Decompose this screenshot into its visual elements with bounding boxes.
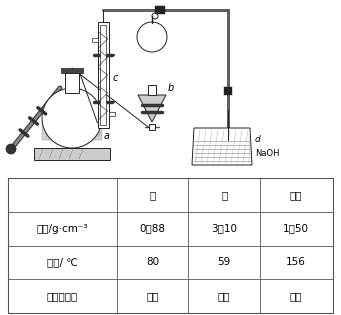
Bar: [155, 6, 165, 14]
Bar: [108, 112, 115, 116]
Polygon shape: [42, 121, 102, 148]
Text: c: c: [113, 73, 118, 83]
Circle shape: [6, 144, 16, 154]
Polygon shape: [138, 95, 166, 122]
Bar: [91, 38, 98, 42]
Text: d: d: [255, 135, 261, 144]
Text: 156: 156: [286, 257, 306, 267]
Text: 渴: 渴: [221, 190, 227, 200]
Text: 水中溶解度: 水中溶解度: [47, 291, 78, 301]
Text: 0．88: 0．88: [139, 224, 166, 234]
Bar: [149, 124, 155, 130]
Polygon shape: [192, 128, 252, 165]
Bar: [98, 22, 108, 128]
Bar: [61, 68, 83, 73]
Bar: [224, 87, 232, 95]
Bar: [34, 148, 110, 160]
Circle shape: [137, 22, 167, 52]
Text: 3．10: 3．10: [211, 224, 237, 234]
Text: 渴苯: 渴苯: [290, 190, 302, 200]
Text: 1．50: 1．50: [283, 224, 309, 234]
Text: 80: 80: [146, 257, 159, 267]
Bar: [100, 25, 106, 125]
Text: 59: 59: [218, 257, 231, 267]
Text: 密度/g·cm⁻³: 密度/g·cm⁻³: [37, 224, 88, 234]
Circle shape: [42, 88, 102, 148]
Text: 微溢: 微溢: [290, 291, 302, 301]
Text: NaOH: NaOH: [255, 149, 280, 158]
Text: 永点/ ℃: 永点/ ℃: [47, 257, 78, 267]
Bar: [8, 178, 333, 313]
Text: 微溢: 微溢: [146, 291, 159, 301]
Text: b: b: [168, 83, 174, 93]
Text: a: a: [104, 131, 110, 141]
Bar: [65, 73, 79, 93]
Text: 微溢: 微溢: [218, 291, 231, 301]
Text: 苯: 苯: [149, 190, 156, 200]
Bar: [148, 85, 156, 95]
